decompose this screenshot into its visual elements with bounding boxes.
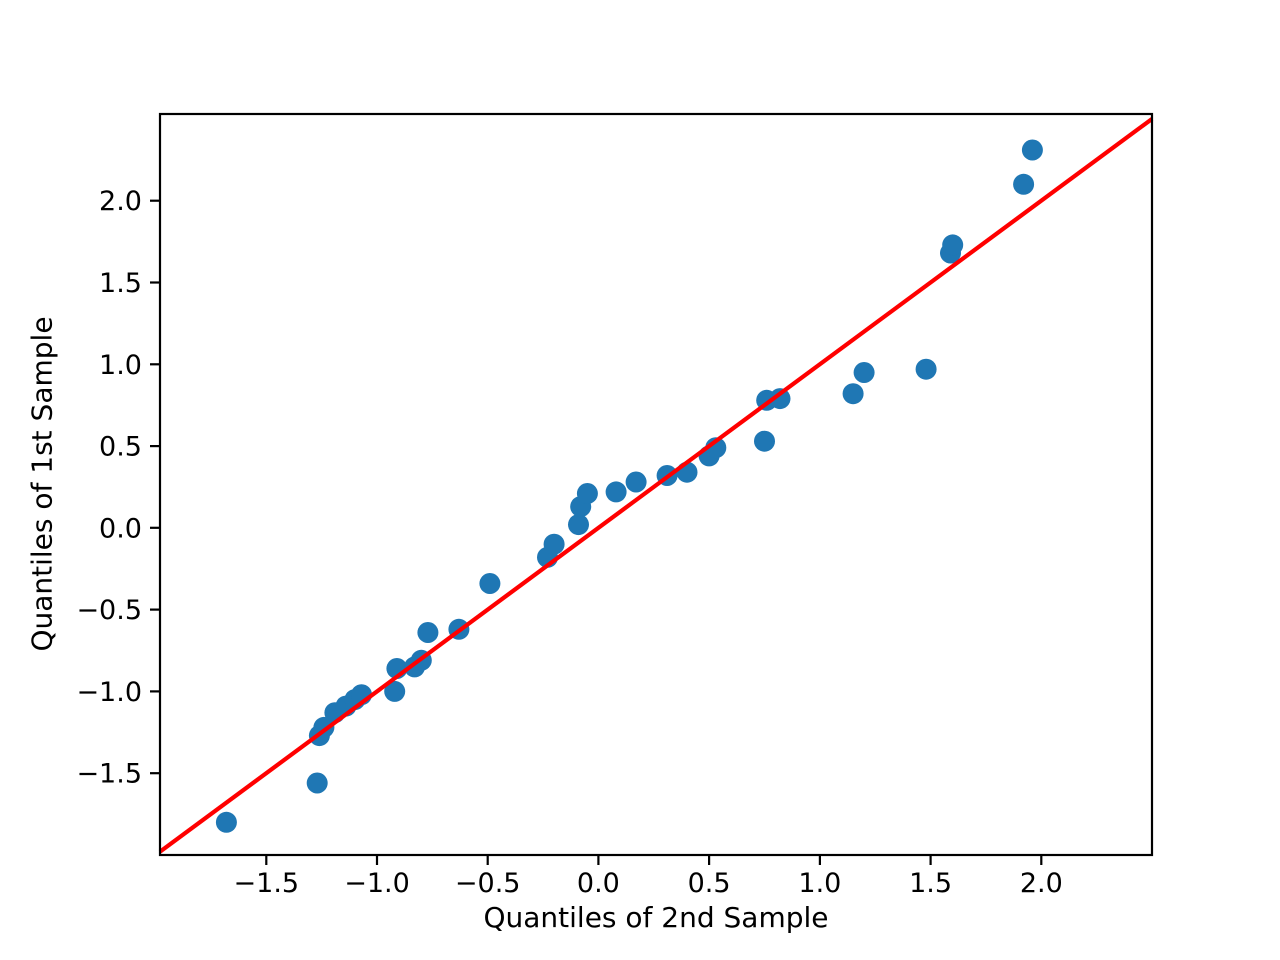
scatter-point — [754, 430, 775, 452]
y-tick-label: 0.0 — [99, 513, 142, 544]
x-tick-label: 0.0 — [577, 868, 620, 899]
y-tick-label: −1.0 — [76, 677, 142, 708]
scatter-point — [942, 234, 964, 256]
scatter-point — [769, 388, 791, 410]
y-tick-label: 1.5 — [99, 268, 142, 299]
scatter-point — [1021, 139, 1043, 161]
scatter-point — [842, 383, 864, 405]
x-tick-label: 0.5 — [688, 868, 731, 899]
y-tick-label: 0.5 — [99, 432, 142, 463]
scatter-point — [306, 772, 328, 794]
scatter-point — [915, 358, 937, 380]
scatter-point — [384, 680, 406, 702]
y-tick-label: −1.5 — [76, 759, 142, 790]
x-tick-label: −1.0 — [344, 868, 410, 899]
y-tick-label: 2.0 — [99, 186, 142, 217]
plot-border — [158, 112, 1154, 857]
scatter-point — [1013, 173, 1035, 195]
x-tick-label: −1.5 — [234, 868, 300, 899]
x-tick-label: −0.5 — [455, 868, 521, 899]
x-tick-label: 2.0 — [1020, 868, 1063, 899]
scatter-point — [543, 533, 565, 555]
x-tick-label: 1.5 — [909, 868, 952, 899]
reference-line — [158, 117, 1154, 854]
scatter-point — [853, 362, 875, 383]
scatter-point — [568, 514, 589, 536]
scatter-point — [625, 471, 647, 493]
y-tick-label: −0.5 — [76, 595, 142, 626]
scatter-point — [605, 481, 627, 503]
y-tick-label: 1.0 — [99, 350, 142, 381]
x-tick-label: 1.0 — [798, 868, 841, 899]
scatter-point — [417, 622, 439, 643]
x-axis-label: Quantiles of 2nd Sample — [483, 901, 829, 934]
scatter-point — [215, 811, 237, 833]
scatter-point — [479, 573, 501, 594]
y-axis-label: Quantiles of 1st Sample — [25, 316, 59, 652]
scatter-point — [576, 483, 598, 504]
